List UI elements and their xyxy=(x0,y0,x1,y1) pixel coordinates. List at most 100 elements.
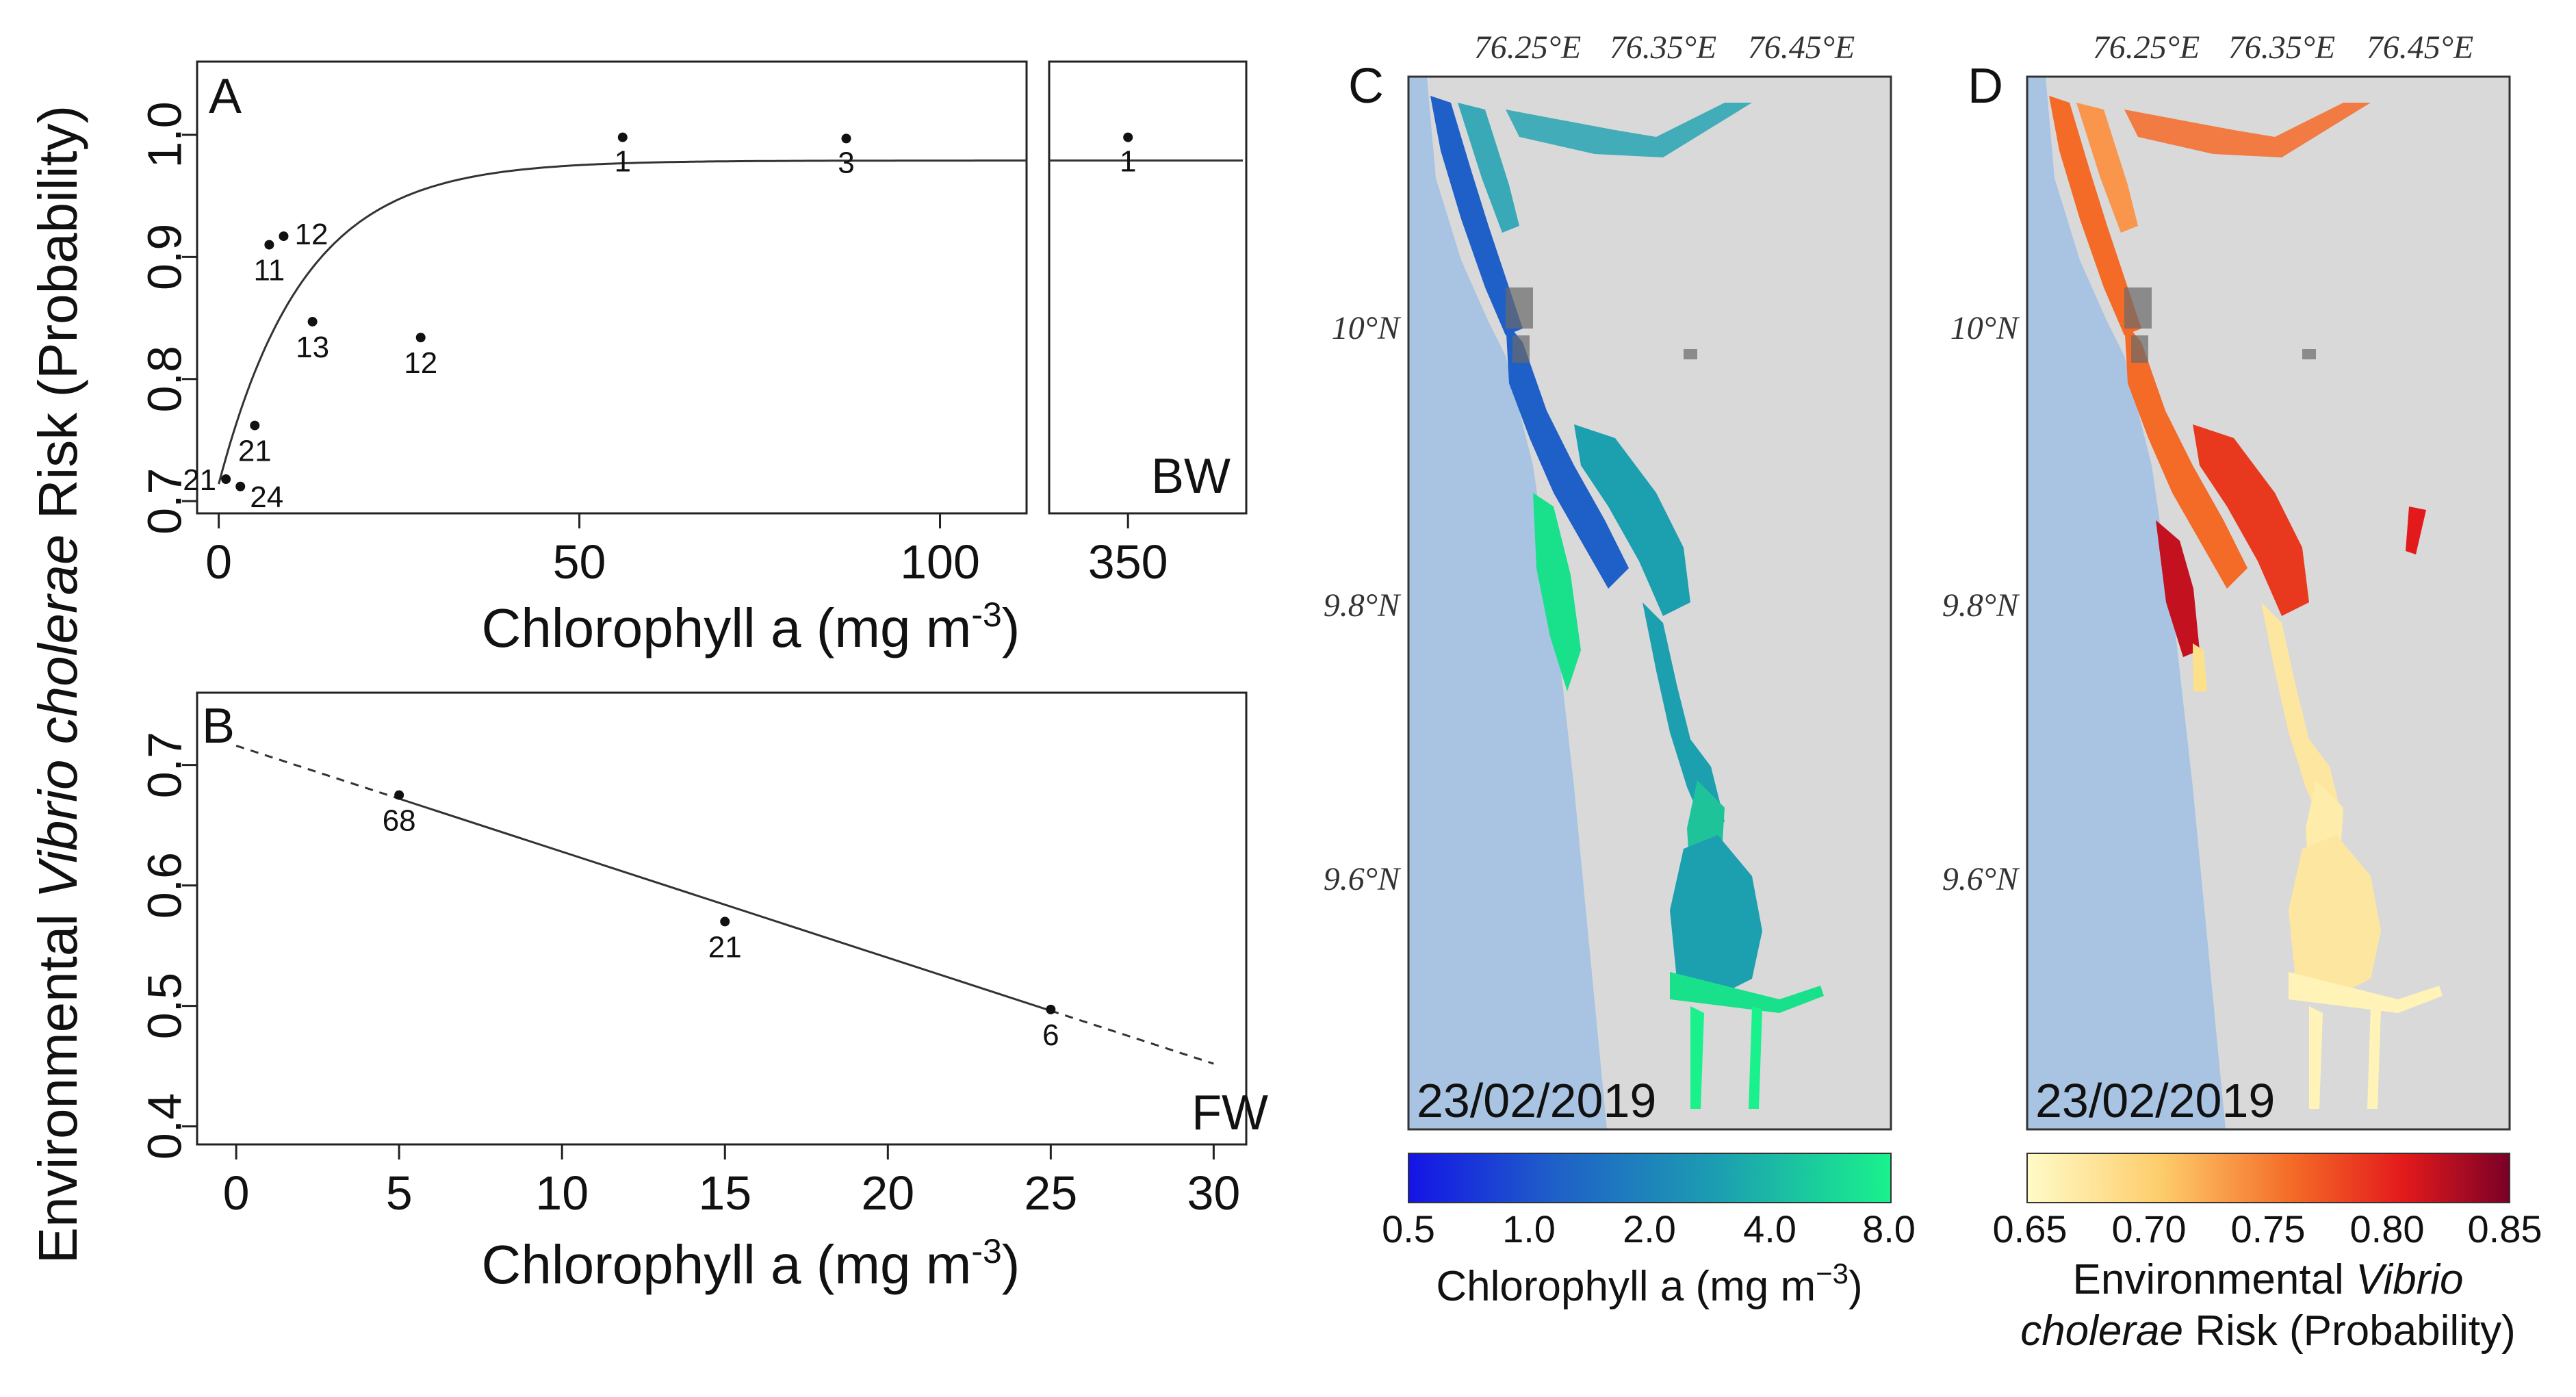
fit-line xyxy=(398,797,1051,1012)
panel-d-lat-labels: 10°N 9.8°N 9.6°N xyxy=(1942,310,2020,897)
sea-area xyxy=(2027,77,2226,1129)
panel-a-break-frame xyxy=(1048,60,1248,515)
lat-label: 9.8°N xyxy=(1324,587,1402,624)
data-point xyxy=(235,481,246,491)
data-point-label: 11 xyxy=(254,254,285,287)
urban-patches xyxy=(2124,287,2316,363)
data-point-label: 21 xyxy=(708,930,742,964)
data-point-label: 68 xyxy=(383,804,416,838)
lon-label: 76.25°E xyxy=(1474,29,1582,66)
panel-a-letter: A xyxy=(209,69,242,124)
panel-d-map: D xyxy=(1942,29,2542,1355)
data-point xyxy=(617,132,628,142)
data-point xyxy=(841,133,851,144)
lon-label: 76.25°E xyxy=(2093,29,2200,66)
lat-label: 9.6°N xyxy=(1942,861,2020,897)
data-point-label: 6 xyxy=(1042,1018,1059,1052)
lat-label: 9.6°N xyxy=(1324,861,1402,897)
panel-d-colorbar-title-line1: Environmental Vibrio xyxy=(2073,1256,2464,1303)
x-tick-label: 15 xyxy=(698,1166,751,1220)
data-point xyxy=(250,420,260,431)
x-tick-label: 50 xyxy=(553,535,606,589)
data-point-label: 12 xyxy=(404,346,437,380)
y-axis-title: Environmental Vibrio cholerae Risk (Prob… xyxy=(27,105,88,1264)
x-tick-label: 20 xyxy=(861,1166,914,1220)
fit-line-extrapolated xyxy=(1050,1010,1214,1065)
x-tick-label: 5 xyxy=(386,1166,413,1220)
lon-label: 76.45°E xyxy=(1748,29,1855,66)
panel-b-frame xyxy=(196,691,1248,1146)
panel-a-frame xyxy=(196,60,1028,515)
colorbar-tick: 0.75 xyxy=(2231,1207,2306,1251)
panel-d-date: 23/02/2019 xyxy=(2035,1074,2275,1127)
data-point xyxy=(394,790,404,800)
data-point-label: 1 xyxy=(1120,145,1136,179)
x-tick-label: 30 xyxy=(1187,1166,1240,1220)
panel-c-map: C xyxy=(1324,29,1916,1310)
x-tick-label: 350 xyxy=(1088,535,1168,589)
colorbar-tick: 1.0 xyxy=(1502,1207,1556,1251)
panel-d-colorbar-ticks: 0.65 0.70 0.75 0.80 0.85 xyxy=(1993,1207,2542,1251)
panel-d-letter: D xyxy=(1968,59,2003,114)
panel-a-x-axis-title: Chlorophyll a (mg m-3) xyxy=(482,595,1020,658)
colorbar-tick: 0.5 xyxy=(1382,1207,1435,1251)
panel-d-colorbar-title-line2: cholerae Risk (Probability) xyxy=(2020,1307,2516,1355)
colorbar-tick: 0.85 xyxy=(2468,1207,2542,1251)
lon-label: 76.35°E xyxy=(2228,29,2336,66)
y-tick-label: 0.8 xyxy=(138,346,192,412)
panel-c-colorbar-title: Chlorophyll a (mg m−3) xyxy=(1436,1257,1862,1310)
x-tick-label: 25 xyxy=(1024,1166,1077,1220)
data-point xyxy=(264,240,274,250)
colorbar-tick: 8.0 xyxy=(1862,1207,1916,1251)
y-tick-label: 0.7 xyxy=(138,732,192,798)
panel-b-x-axis-title: Chlorophyll a (mg m-3) xyxy=(482,1232,1020,1295)
lon-label: 76.45°E xyxy=(2367,29,2474,66)
panel-a-regime-label: BW xyxy=(1151,449,1231,504)
fit-line-extrapolated xyxy=(235,745,400,800)
panel-c-colorbar-ticks: 0.5 1.0 2.0 4.0 8.0 xyxy=(1382,1207,1916,1251)
panel-b-letter: B xyxy=(202,699,235,754)
panel-c-lon-labels: 76.25°E 76.35°E 76.45°E xyxy=(1474,29,1855,66)
y-tick-label: 0.9 xyxy=(138,224,192,290)
data-point-label: 1 xyxy=(615,145,631,179)
data-point xyxy=(1123,132,1133,142)
lon-label: 76.35°E xyxy=(1610,29,1717,66)
panel-c-lat-labels: 10°N 9.8°N 9.6°N xyxy=(1324,310,1402,897)
panel-c-frame xyxy=(1407,75,1892,1131)
panel-d-lon-labels: 76.25°E 76.35°E 76.45°E xyxy=(2093,29,2474,66)
lat-label: 9.8°N xyxy=(1942,587,2020,624)
panel-c-colorbar xyxy=(1408,1153,1892,1203)
data-point-label: 3 xyxy=(838,146,854,179)
y-tick-label: 0.6 xyxy=(138,852,192,919)
data-point xyxy=(221,474,231,485)
data-point-label: 12 xyxy=(294,218,328,251)
estuary-chlorophyll xyxy=(1430,96,1824,1109)
y-tick-label: 0.7 xyxy=(138,468,192,535)
x-tick-label: 0 xyxy=(205,535,232,589)
colorbar-tick: 0.70 xyxy=(2112,1207,2187,1251)
data-point xyxy=(720,917,730,927)
colorbar-tick: 0.65 xyxy=(1993,1207,2068,1251)
x-tick-label: 100 xyxy=(900,535,980,589)
panel-b-regime-label: FW xyxy=(1192,1086,1268,1140)
panel-d-colorbar xyxy=(2026,1153,2510,1203)
lat-label: 10°N xyxy=(1332,310,1402,346)
y-tick-label: 1.0 xyxy=(138,101,192,168)
data-point-label: 13 xyxy=(296,331,329,364)
data-point xyxy=(307,316,318,326)
y-tick-label: 0.4 xyxy=(138,1093,192,1159)
y-tick-label: 0.5 xyxy=(138,973,192,1039)
colorbar-tick: 2.0 xyxy=(1623,1207,1676,1251)
sea-area xyxy=(1408,77,1607,1129)
data-point xyxy=(279,231,289,242)
colorbar-tick: 0.80 xyxy=(2350,1207,2425,1251)
panel-c-date: 23/02/2019 xyxy=(1417,1074,1656,1127)
panel-c-letter: C xyxy=(1348,59,1384,114)
data-point-label: 24 xyxy=(250,480,283,514)
fitted-curve xyxy=(218,159,1027,485)
panel-d-frame xyxy=(2026,75,2511,1131)
estuary-risk xyxy=(2049,96,2443,1109)
data-point-label: 21 xyxy=(183,463,216,497)
